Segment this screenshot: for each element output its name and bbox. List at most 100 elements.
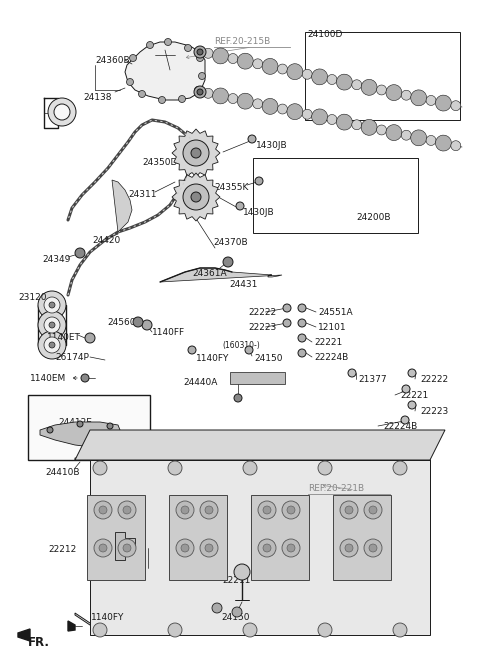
- Polygon shape: [228, 94, 238, 103]
- Circle shape: [99, 506, 107, 514]
- Polygon shape: [435, 135, 451, 151]
- Circle shape: [263, 506, 271, 514]
- Circle shape: [318, 461, 332, 475]
- Text: (160310-): (160310-): [222, 341, 260, 350]
- Circle shape: [199, 72, 205, 80]
- Circle shape: [107, 423, 113, 429]
- Text: 22212: 22212: [48, 545, 76, 554]
- Circle shape: [176, 539, 194, 557]
- Circle shape: [85, 333, 95, 343]
- Circle shape: [75, 248, 85, 258]
- Polygon shape: [312, 69, 328, 85]
- Circle shape: [234, 564, 250, 580]
- Circle shape: [408, 401, 416, 409]
- Polygon shape: [172, 173, 220, 221]
- Circle shape: [212, 603, 222, 613]
- Text: 24360B: 24360B: [95, 56, 130, 65]
- Circle shape: [183, 184, 209, 210]
- Circle shape: [364, 539, 382, 557]
- Circle shape: [287, 506, 295, 514]
- Text: REF.20-215B: REF.20-215B: [214, 37, 270, 46]
- Circle shape: [194, 86, 206, 98]
- Polygon shape: [327, 115, 337, 125]
- Text: 1140FF: 1140FF: [152, 328, 185, 337]
- Circle shape: [93, 461, 107, 475]
- Polygon shape: [75, 430, 445, 460]
- Polygon shape: [262, 59, 278, 74]
- Circle shape: [245, 346, 253, 354]
- Circle shape: [282, 539, 300, 557]
- Text: 23120: 23120: [18, 293, 47, 302]
- Circle shape: [188, 346, 196, 354]
- Circle shape: [54, 104, 70, 120]
- Circle shape: [364, 501, 382, 519]
- Polygon shape: [386, 125, 402, 140]
- Circle shape: [158, 96, 166, 103]
- Circle shape: [47, 427, 53, 433]
- Polygon shape: [352, 120, 362, 130]
- Polygon shape: [401, 90, 411, 100]
- Polygon shape: [238, 93, 253, 109]
- Text: 24370B: 24370B: [213, 238, 248, 247]
- Bar: [253, 158, 418, 233]
- Text: 24440A: 24440A: [183, 378, 217, 387]
- Circle shape: [223, 257, 233, 267]
- Circle shape: [248, 135, 256, 143]
- Circle shape: [181, 506, 189, 514]
- Circle shape: [197, 89, 203, 95]
- Polygon shape: [435, 95, 451, 111]
- Polygon shape: [253, 59, 263, 69]
- Circle shape: [345, 544, 353, 552]
- Circle shape: [44, 297, 60, 313]
- Polygon shape: [213, 48, 228, 64]
- Circle shape: [77, 421, 83, 427]
- Text: 22224B: 22224B: [314, 353, 348, 362]
- Bar: [28, 395, 150, 460]
- Text: REF.20-221B: REF.20-221B: [308, 484, 364, 493]
- Polygon shape: [287, 64, 303, 80]
- Polygon shape: [277, 104, 288, 114]
- Bar: [333, 495, 391, 580]
- Circle shape: [165, 38, 171, 45]
- Circle shape: [283, 319, 291, 327]
- Polygon shape: [287, 103, 303, 120]
- Circle shape: [205, 506, 213, 514]
- Polygon shape: [262, 98, 278, 115]
- Circle shape: [118, 539, 136, 557]
- Circle shape: [38, 291, 66, 319]
- Polygon shape: [451, 141, 461, 151]
- Circle shape: [200, 539, 218, 557]
- Circle shape: [168, 461, 182, 475]
- Circle shape: [94, 501, 112, 519]
- Circle shape: [49, 302, 55, 308]
- Circle shape: [232, 607, 242, 617]
- Text: 24420: 24420: [92, 236, 120, 245]
- Circle shape: [196, 55, 204, 61]
- Text: 1430JB: 1430JB: [243, 208, 275, 217]
- Circle shape: [393, 623, 407, 637]
- Polygon shape: [411, 90, 427, 106]
- Polygon shape: [327, 74, 337, 84]
- Polygon shape: [426, 136, 436, 146]
- Polygon shape: [361, 79, 377, 96]
- Polygon shape: [451, 101, 461, 111]
- Text: 22221: 22221: [400, 391, 428, 400]
- Circle shape: [127, 78, 133, 86]
- Circle shape: [402, 385, 410, 393]
- Polygon shape: [386, 84, 402, 101]
- Circle shape: [181, 544, 189, 552]
- Circle shape: [194, 46, 206, 58]
- Polygon shape: [40, 422, 122, 448]
- Polygon shape: [213, 88, 228, 104]
- Polygon shape: [75, 458, 430, 625]
- Text: 22223: 22223: [420, 407, 448, 416]
- Text: 1140ET: 1140ET: [47, 333, 81, 342]
- Circle shape: [146, 42, 154, 49]
- Circle shape: [48, 98, 76, 126]
- Circle shape: [168, 623, 182, 637]
- Circle shape: [142, 320, 152, 330]
- Text: 22223: 22223: [248, 323, 276, 332]
- Bar: [305, 32, 460, 120]
- Polygon shape: [203, 88, 213, 98]
- Polygon shape: [125, 42, 205, 100]
